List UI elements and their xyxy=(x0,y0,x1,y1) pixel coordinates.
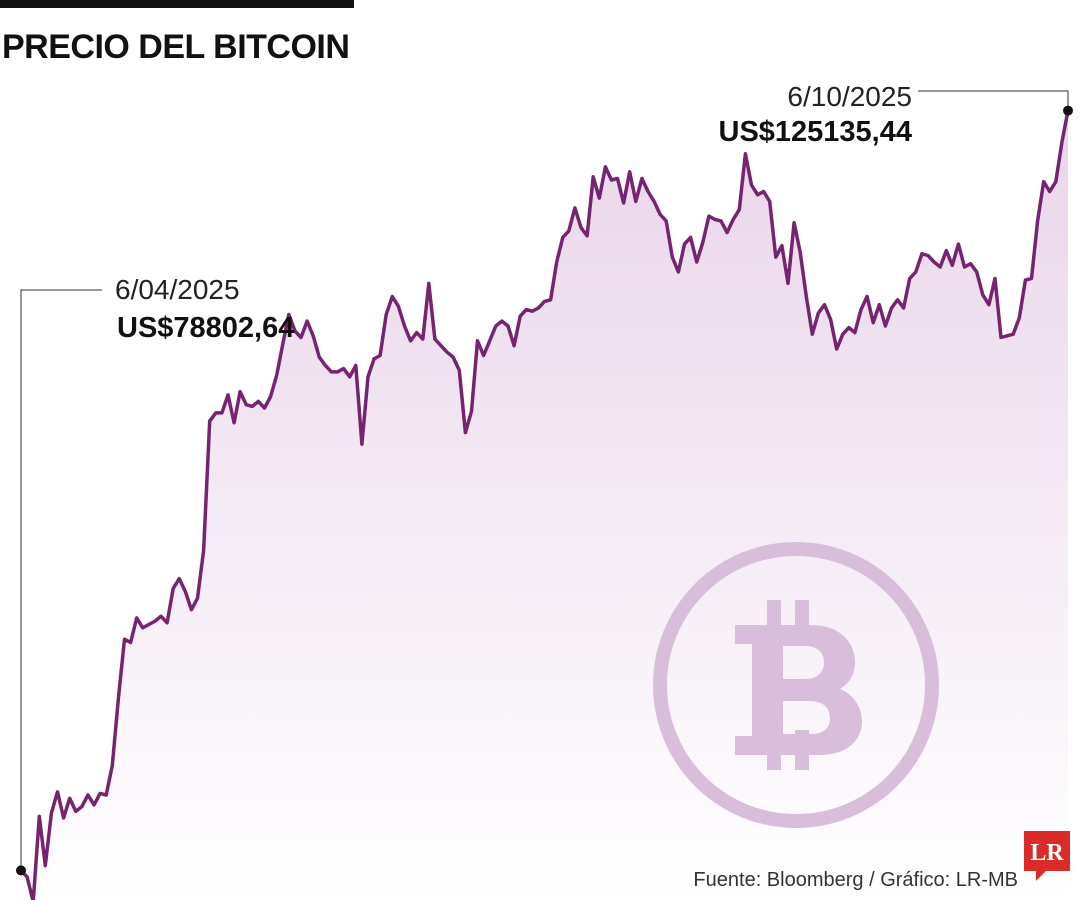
svg-text:LR: LR xyxy=(1030,840,1064,866)
start-date-label: 6/04/2025 xyxy=(115,274,240,305)
end-point-marker xyxy=(1063,105,1073,116)
start-value-label: US$78802,64 xyxy=(117,312,295,344)
start-point-marker xyxy=(16,865,26,876)
end-value-label: US$125135,44 xyxy=(718,116,913,148)
source-credit: Fuente: Bloomberg / Gráfico: LR-MB xyxy=(693,869,1018,891)
bitcoin-logo-icon xyxy=(653,542,939,828)
end-leader-line xyxy=(918,90,1069,111)
price-area-fill xyxy=(21,110,1068,900)
end-date-label: 6/10/2025 xyxy=(787,81,912,112)
start-leader-line xyxy=(20,289,102,871)
price-line xyxy=(19,108,1070,900)
title-rule xyxy=(0,0,354,8)
chart-title: PRECIO DEL BITCOIN xyxy=(2,28,350,66)
lr-logo-icon: LR xyxy=(1024,831,1070,881)
